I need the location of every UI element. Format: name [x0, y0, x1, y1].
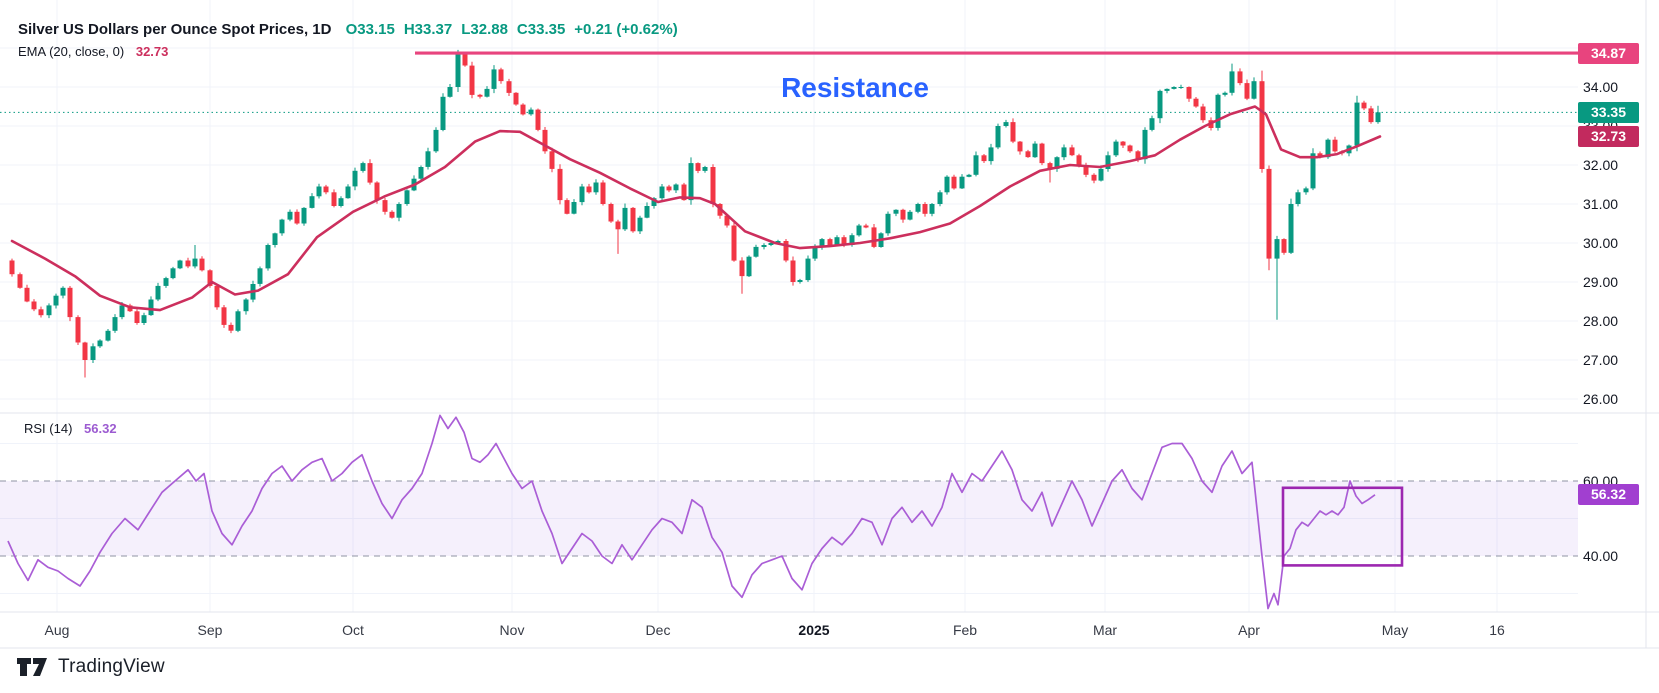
price-tick-label: 30.00: [1583, 235, 1619, 251]
rsi-legend-label: RSI (14): [24, 421, 73, 436]
rsi-highlight-box[interactable]: [1281, 486, 1404, 567]
tradingview-attribution[interactable]: TradingView: [16, 656, 165, 678]
ohlc-values: O33.15 H33.37 L32.88 C33.35 +0.21 (+0.62%): [346, 21, 687, 38]
time-tick-label: Aug: [44, 622, 70, 638]
time-tick-label: Sep: [197, 622, 223, 638]
resistance-annotation-label[interactable]: Resistance: [781, 72, 929, 103]
price-tick-label: 28.00: [1583, 313, 1619, 329]
open-value: O33.15: [345, 21, 395, 38]
high-value: H33.37: [403, 21, 453, 38]
ema-legend-value: 32.73: [135, 44, 169, 59]
rsi-tick-label: 40.00: [1583, 548, 1619, 564]
low-value: L32.88: [461, 21, 508, 38]
time-tick-label: Oct: [342, 622, 364, 638]
time-tick-label: Feb: [952, 622, 978, 638]
time-tick-label: Apr: [1238, 622, 1260, 638]
price-tick-label: 31.00: [1583, 196, 1619, 212]
close-value: C33.35: [516, 21, 566, 38]
time-tick-label: 16: [1489, 622, 1505, 638]
time-tick-label: Dec: [645, 622, 671, 638]
price-tick-label: 27.00: [1583, 352, 1619, 368]
time-tick-label: Mar: [1092, 622, 1118, 638]
time-tick-label: Nov: [499, 622, 525, 638]
price-tick-label: 34.00: [1583, 79, 1619, 95]
tradingview-brand-text: TradingView: [58, 656, 165, 677]
time-tick-label: May: [1381, 622, 1409, 638]
time-tick-label: 2025: [798, 622, 830, 638]
rsi-legend-row[interactable]: RSI (14) 56.32: [24, 421, 117, 436]
ema-legend-label: EMA (20, close, 0): [18, 44, 125, 59]
rsi-legend-value: 56.32: [84, 421, 117, 436]
change-value: +0.21 (+0.62%): [574, 21, 678, 38]
symbol-title[interactable]: Silver US Dollars per Ounce Spot Prices,…: [18, 21, 332, 38]
price-tick-label: 29.00: [1583, 274, 1619, 290]
ema-price-badge: 32.73: [1578, 126, 1639, 148]
last-price-badge: 33.35: [1578, 101, 1639, 123]
rsi-value-badge: 56.32: [1578, 484, 1639, 506]
price-tick-label: 26.00: [1583, 391, 1619, 407]
symbol-header: Silver US Dollars per Ounce Spot Prices,…: [18, 21, 687, 38]
ema-legend-row[interactable]: EMA (20, close, 0) 32.73: [18, 44, 168, 59]
tradingview-logo-icon: [17, 658, 47, 676]
price-tick-label: 32.00: [1583, 157, 1619, 173]
resistance-price-badge: 34.87: [1578, 42, 1639, 64]
